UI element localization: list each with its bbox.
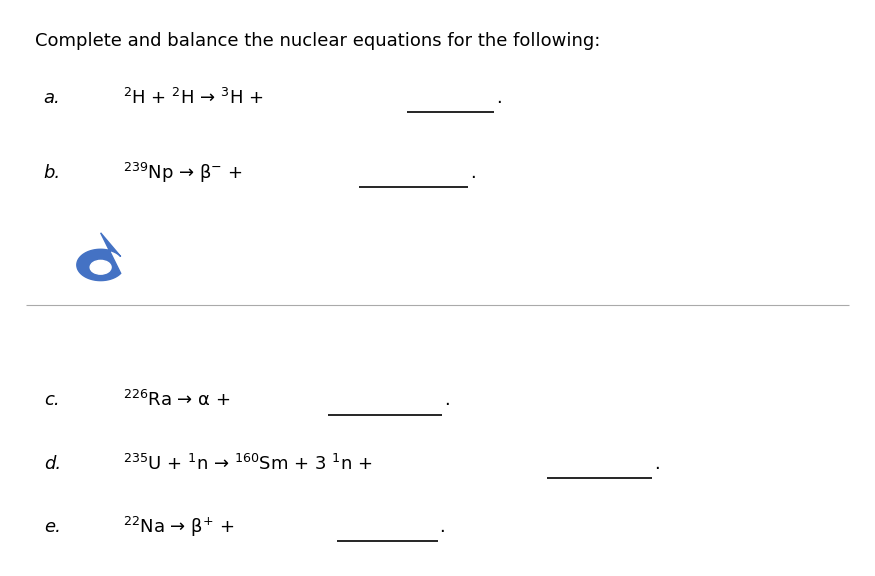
Text: $^{235}$U + $^{1}$n → $^{160}$Sm + 3 $^{1}$n +: $^{235}$U + $^{1}$n → $^{160}$Sm + 3 $^{… [123,454,374,473]
Text: $^{2}$H + $^{2}$H → $^{3}$H +: $^{2}$H + $^{2}$H → $^{3}$H + [123,88,265,108]
Text: c.: c. [44,391,60,410]
Text: .: . [444,391,450,410]
Text: $^{22}$Na → β$^{+}$ +: $^{22}$Na → β$^{+}$ + [123,515,235,539]
Text: .: . [470,164,476,182]
Text: $^{239}$Np → β$^{-}$ +: $^{239}$Np → β$^{-}$ + [123,161,244,185]
Text: a.: a. [44,89,60,107]
Polygon shape [77,233,121,281]
Circle shape [90,260,111,274]
Text: b.: b. [44,164,61,182]
Text: .: . [439,518,445,536]
Text: .: . [654,454,660,473]
Text: Complete and balance the nuclear equations for the following:: Complete and balance the nuclear equatio… [35,32,600,50]
Text: $^{226}$Ra → α +: $^{226}$Ra → α + [123,391,232,410]
Text: e.: e. [44,518,60,536]
Text: d.: d. [44,454,61,473]
Text: .: . [496,89,502,107]
